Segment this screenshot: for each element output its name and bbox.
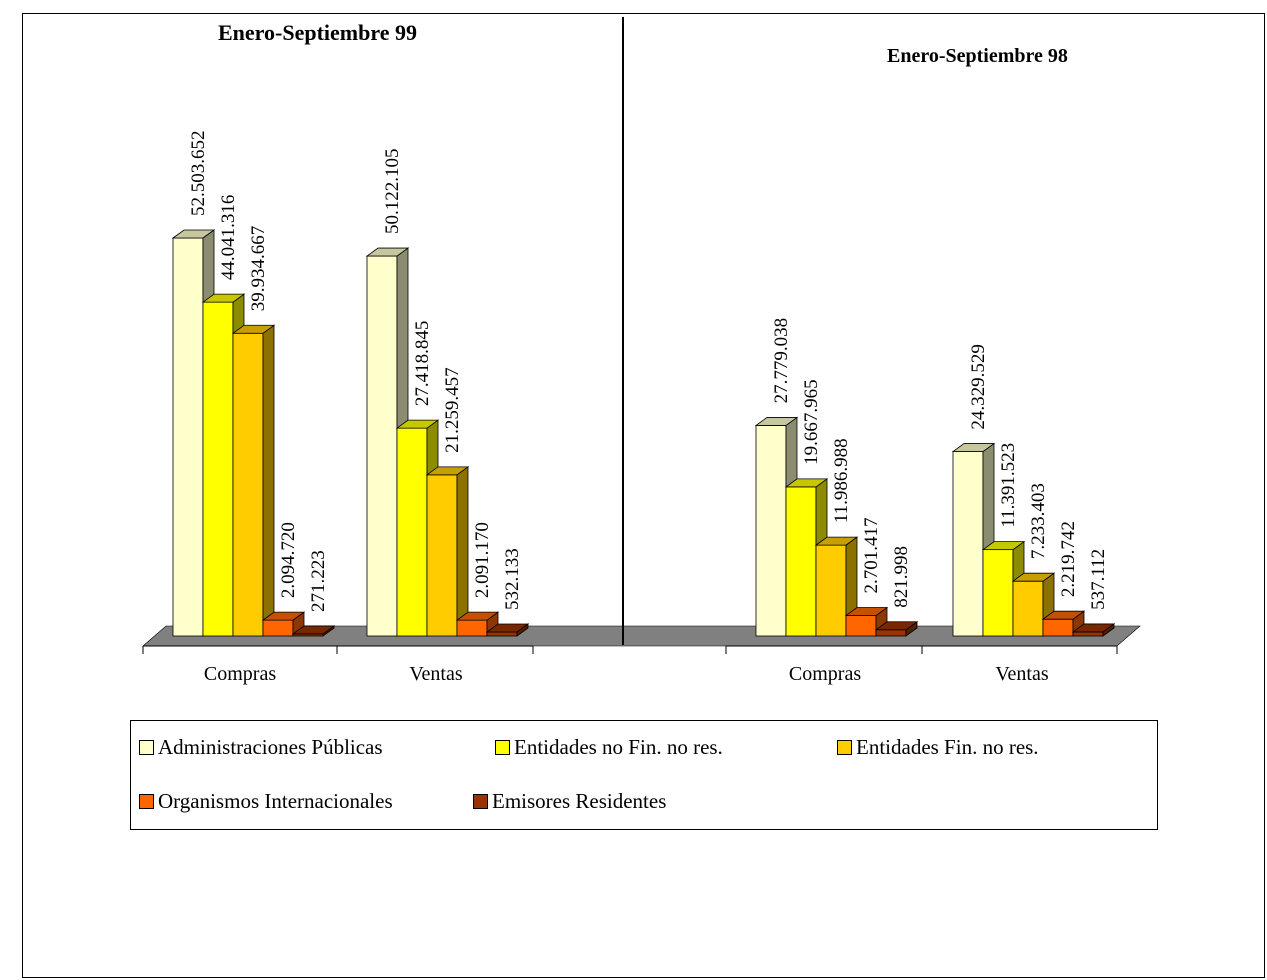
legend-swatch	[139, 794, 154, 809]
data-label: 2.091.170	[472, 522, 493, 598]
chart-title-left: Enero-Septiembre 99	[218, 20, 417, 45]
legend-item: Organismos Internacionales	[139, 789, 393, 814]
legend-item: Entidades Fin. no res.	[837, 735, 1039, 760]
data-label: 271.223	[308, 550, 329, 612]
legend-item: Emisores Residentes	[473, 789, 666, 814]
bar-side	[456, 466, 469, 637]
legend-label: Emisores Residentes	[492, 789, 667, 813]
legend-label: Entidades no Fin. no res.	[514, 735, 723, 759]
bar	[952, 451, 984, 637]
bar	[1072, 631, 1104, 637]
data-label: 21.259.457	[442, 367, 463, 453]
data-label: 2.219.742	[1058, 521, 1079, 597]
bar-top	[874, 621, 919, 631]
data-label: 39.934.667	[248, 226, 269, 312]
data-label: 2.094.720	[278, 522, 299, 598]
bar	[366, 255, 398, 637]
bar	[875, 629, 907, 637]
bar	[262, 619, 294, 637]
bar-top	[485, 623, 530, 633]
data-label: 2.701.417	[861, 518, 882, 594]
x-tick-label: Ventas	[995, 663, 1049, 685]
legend-label: Entidades Fin. no res.	[856, 735, 1039, 759]
legend: Administraciones Públicas Entidades no F…	[130, 720, 1158, 830]
bar-top	[951, 443, 996, 452]
legend-swatch	[837, 740, 852, 755]
bar-top	[784, 478, 829, 488]
data-label: 52.503.652	[188, 131, 209, 217]
data-label: 44.041.316	[218, 195, 239, 281]
legend-swatch	[473, 794, 488, 809]
bar-top	[844, 607, 889, 616]
bar-top	[201, 293, 246, 303]
legend-label: Organismos Internacionales	[158, 789, 393, 813]
x-tick-label: Compras	[789, 663, 861, 685]
data-label: 7.233.403	[1028, 483, 1049, 559]
legend-item: Entidades no Fin. no res.	[495, 735, 723, 760]
bar	[232, 332, 264, 637]
bar-top	[981, 541, 1026, 551]
bar	[426, 474, 458, 637]
bar-top	[754, 417, 799, 426]
bar	[456, 619, 488, 637]
bar	[845, 615, 877, 637]
x-tick-label: Ventas	[409, 663, 463, 685]
bar	[815, 544, 847, 637]
bar-top	[261, 611, 306, 621]
bar-top	[291, 625, 336, 635]
legend-swatch	[495, 740, 510, 755]
bar-top	[814, 536, 859, 546]
legend-swatch	[139, 740, 154, 755]
chart-title-right: Enero-Septiembre 98	[887, 45, 1068, 67]
chart-frame	[22, 13, 1265, 978]
bar	[1012, 580, 1044, 637]
data-label: 821.998	[891, 546, 912, 608]
bar-top	[1071, 623, 1116, 633]
data-label: 27.779.038	[771, 318, 792, 404]
data-label: 24.329.529	[968, 344, 989, 430]
bar-top	[365, 247, 410, 257]
bar	[396, 427, 428, 637]
panel-divider	[622, 17, 624, 645]
data-label: 19.667.965	[801, 379, 822, 465]
bar-top	[1011, 572, 1056, 582]
bar-top	[1041, 610, 1086, 620]
bar	[202, 301, 234, 637]
data-label: 11.986.988	[831, 438, 852, 523]
data-label: 50.122.105	[382, 149, 403, 235]
data-label: 537.112	[1088, 549, 1109, 610]
bar	[486, 631, 518, 637]
data-label: 11.391.523	[998, 443, 1019, 528]
bar-top	[395, 419, 440, 429]
bar	[785, 486, 817, 637]
bar-top	[425, 466, 470, 476]
bar-side	[262, 324, 275, 637]
legend-item: Administraciones Públicas	[139, 735, 383, 760]
bar-top	[171, 229, 216, 239]
data-label: 532.133	[502, 548, 523, 610]
legend-label: Administraciones Públicas	[158, 735, 383, 759]
bar	[755, 425, 787, 637]
bar	[172, 237, 204, 637]
x-tick-label: Compras	[204, 663, 276, 685]
bar	[1042, 618, 1074, 637]
bar-top	[455, 611, 500, 621]
bar-top	[231, 324, 276, 334]
data-label: 27.418.845	[412, 321, 433, 407]
bar	[982, 549, 1014, 637]
